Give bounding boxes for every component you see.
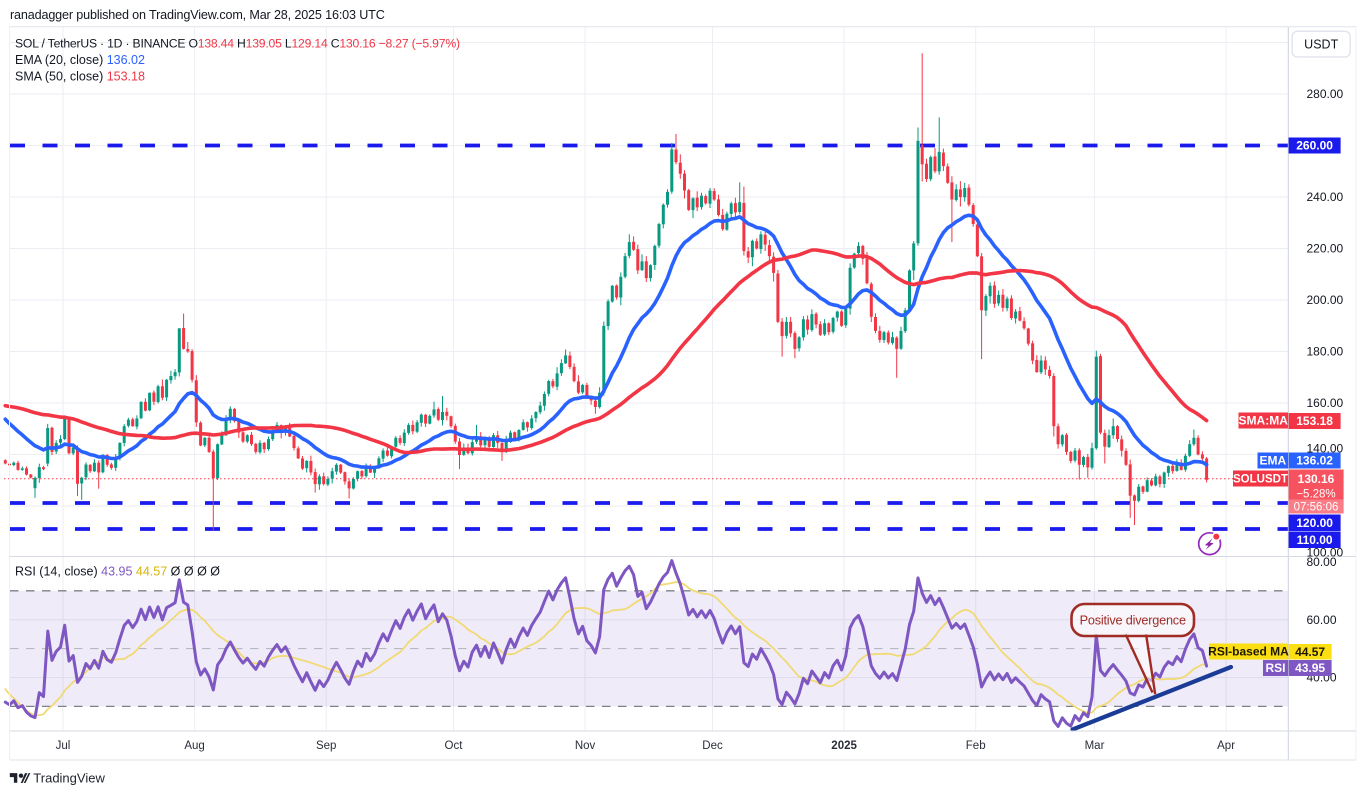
svg-text:EMA: EMA — [1259, 454, 1286, 468]
svg-text:136.02: 136.02 — [1296, 454, 1333, 468]
svg-text:07:56:06: 07:56:06 — [1294, 501, 1339, 513]
svg-text:SMA:MA: SMA:MA — [1239, 414, 1289, 428]
svg-text:USDT: USDT — [1304, 37, 1338, 51]
svg-text:Oct: Oct — [445, 740, 464, 752]
svg-text:280.00: 280.00 — [1307, 87, 1344, 101]
svg-text:SOL / TetherUS · 1D · BINANCE: SOL / TetherUS · 1D · BINANCE O138.44 H1… — [15, 36, 460, 50]
svg-text:44.57: 44.57 — [1295, 645, 1325, 659]
svg-text:Mar: Mar — [1085, 740, 1105, 752]
svg-text:RSI-based MA: RSI-based MA — [1208, 645, 1289, 659]
svg-text:80.00: 80.00 — [1307, 555, 1337, 569]
svg-text:RSI: RSI — [1265, 661, 1285, 675]
svg-text:Nov: Nov — [575, 740, 596, 752]
svg-text:220.00: 220.00 — [1307, 242, 1344, 256]
svg-text:Positive divergence: Positive divergence — [1080, 614, 1186, 628]
svg-text:Dec: Dec — [702, 740, 723, 752]
svg-text:260.00: 260.00 — [1296, 139, 1333, 153]
svg-text:Apr: Apr — [1217, 740, 1235, 752]
svg-text:SOLUSDT: SOLUSDT — [1233, 474, 1288, 486]
svg-text:RSI (14, close) 43.95 44.57: RSI (14, close) 43.95 44.57 Ø Ø Ø Ø — [15, 564, 220, 578]
svg-text:100.00: 100.00 — [1307, 546, 1344, 560]
svg-text:240.00: 240.00 — [1307, 190, 1344, 204]
svg-text:130.16: 130.16 — [1298, 472, 1335, 486]
svg-text:153.18: 153.18 — [1296, 414, 1333, 428]
svg-text:Sep: Sep — [316, 740, 336, 752]
svg-text:−5.28%: −5.28% — [1296, 488, 1335, 500]
svg-text:110.00: 110.00 — [1297, 533, 1333, 547]
svg-text:140.00: 140.00 — [1307, 442, 1344, 456]
svg-text:ranadagger published on Tradin: ranadagger published on TradingView.com,… — [10, 8, 385, 22]
svg-text:120.00: 120.00 — [1296, 516, 1333, 530]
svg-text:180.00: 180.00 — [1307, 345, 1344, 359]
svg-text:Aug: Aug — [184, 740, 204, 752]
svg-text:Jul: Jul — [56, 740, 71, 752]
svg-text:EMA (20, close) 136.02: EMA (20, close) 136.02 — [15, 53, 145, 67]
svg-text:60.00: 60.00 — [1307, 613, 1337, 627]
svg-text:160.00: 160.00 — [1307, 396, 1344, 410]
svg-text:200.00: 200.00 — [1307, 293, 1344, 307]
svg-text:Feb: Feb — [966, 740, 986, 752]
svg-text:TradingView: TradingView — [33, 771, 105, 786]
svg-text:SMA (50, close) 153.18: SMA (50, close) 153.18 — [15, 69, 145, 83]
svg-text:43.95: 43.95 — [1295, 661, 1325, 675]
svg-text:2025: 2025 — [831, 740, 857, 752]
